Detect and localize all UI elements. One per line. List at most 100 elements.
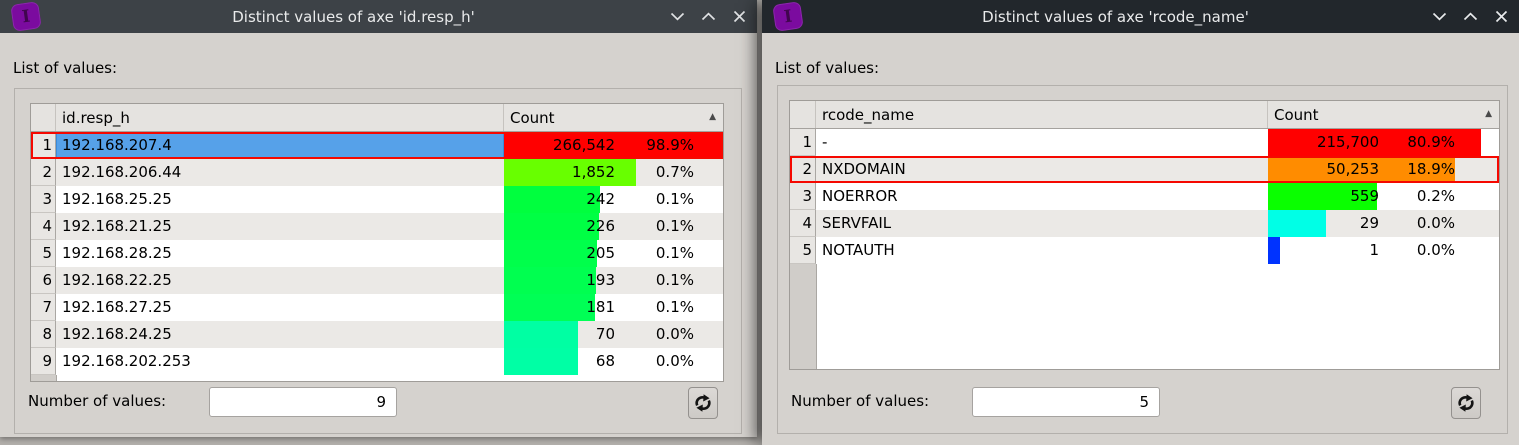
count-bar (504, 267, 597, 294)
header-gutter (790, 101, 816, 128)
close-button[interactable] (1493, 8, 1510, 25)
refresh-icon (695, 394, 711, 412)
chevron-down-icon (670, 12, 685, 21)
number-of-values-label: Number of values: (791, 392, 930, 410)
row-value: 192.168.22.25 (56, 267, 504, 294)
row-value: 192.168.206.44 (56, 159, 504, 186)
titlebar[interactable]: I Distinct values of axe 'id.resp_h' (0, 0, 757, 33)
app-icon[interactable]: I (10, 1, 42, 32)
table-row[interactable]: 5 NOTAUTH 1 0.0% (790, 237, 1499, 264)
values-frame: rcode_name Count ▲ 1 - 215,700 80.9% 2 NXDOMAI… (777, 85, 1508, 434)
app-icon-glyph: I (20, 6, 32, 27)
count-value: 29 (1359, 214, 1379, 232)
count-value: 1 (1369, 241, 1379, 259)
titlebar[interactable]: I Distinct values of axe 'rcode_name' (762, 0, 1519, 33)
maximize-button[interactable] (1462, 8, 1479, 25)
row-index: 1 (31, 132, 56, 159)
percent-value: 80.9% (1407, 133, 1455, 151)
table-header: rcode_name Count ▲ (790, 101, 1499, 129)
count-bar (504, 294, 596, 321)
window-controls (1431, 0, 1510, 33)
row-index: 5 (790, 237, 816, 264)
count-value: 50,253 (1326, 160, 1380, 178)
percent-value: 0.1% (655, 244, 694, 262)
table-body: 1 192.168.207.4 266,542 98.9% 2 192.168.206.4… (31, 132, 723, 375)
app-icon[interactable]: I (772, 1, 804, 32)
table-row[interactable]: 8 192.168.24.25 70 0.0% (31, 321, 723, 348)
count-cell: 70 0.0% (504, 321, 723, 348)
number-of-values-input[interactable] (972, 387, 1160, 417)
header-count-column[interactable]: Count ▲ (504, 104, 723, 131)
close-button[interactable] (731, 8, 748, 25)
window-title: Distinct values of axe 'id.resp_h' (232, 7, 475, 26)
list-of-values-label: List of values: (13, 59, 118, 77)
count-bar (1268, 183, 1378, 210)
row-value: SERVFAIL (816, 210, 1268, 237)
count-value: 68 (595, 352, 615, 370)
count-value: 70 (595, 325, 615, 343)
minimize-button[interactable] (1431, 8, 1448, 25)
refresh-button[interactable] (688, 387, 718, 419)
percent-value: 0.0% (1416, 214, 1455, 232)
table-row[interactable]: 6 192.168.22.25 193 0.1% (31, 267, 723, 294)
row-index: 4 (790, 210, 816, 237)
percent-value: 0.2% (1416, 187, 1455, 205)
header-count-column[interactable]: Count ▲ (1268, 101, 1499, 128)
count-value: 205 (586, 244, 615, 262)
percent-value: 0.1% (655, 271, 694, 289)
count-cell: 559 0.2% (1268, 183, 1499, 210)
row-value: 192.168.25.25 (56, 186, 504, 213)
table-row[interactable]: 4 SERVFAIL 29 0.0% (790, 210, 1499, 237)
window-controls (669, 0, 748, 33)
table-row[interactable]: 9 192.168.202.253 68 0.0% (31, 348, 723, 375)
values-frame: id.resp_h Count ▲ 1 192.168.207.4 266,542 98… (14, 88, 742, 434)
table-row[interactable]: 4 192.168.21.25 226 0.1% (31, 213, 723, 240)
row-index: 7 (31, 294, 56, 321)
row-value: NOTAUTH (816, 237, 1268, 264)
count-value: 1,852 (572, 163, 615, 181)
window-title: Distinct values of axe 'rcode_name' (982, 7, 1249, 26)
row-index: 9 (31, 348, 56, 375)
count-cell: 226 0.1% (504, 213, 723, 240)
row-value: 192.168.27.25 (56, 294, 504, 321)
percent-value: 0.1% (655, 190, 694, 208)
table-row[interactable]: 2 NXDOMAIN 50,253 18.9% (790, 156, 1499, 183)
count-value: 215,700 (1316, 133, 1379, 151)
row-index: 6 (31, 267, 56, 294)
count-cell: 193 0.1% (504, 267, 723, 294)
table-row[interactable]: 1- 215,700 80.9% (790, 129, 1499, 156)
count-cell: 1 0.0% (1268, 237, 1499, 264)
header-value-column[interactable]: id.resp_h (56, 104, 504, 131)
close-icon (1495, 10, 1508, 23)
percent-value: 0.7% (655, 163, 694, 181)
row-value: NOERROR (816, 183, 1268, 210)
count-cell: 68 0.0% (504, 348, 723, 375)
count-cell: 181 0.1% (504, 294, 723, 321)
maximize-button[interactable] (700, 8, 717, 25)
refresh-button[interactable] (1451, 387, 1481, 419)
header-value-column[interactable]: rcode_name (816, 101, 1268, 128)
row-value: 192.168.202.253 (56, 348, 504, 375)
number-of-values-label: Number of values: (28, 392, 167, 410)
table-row[interactable]: 7 192.168.27.25 181 0.1% (31, 294, 723, 321)
count-value: 266,542 (552, 136, 615, 154)
count-bar (504, 240, 598, 267)
table-row[interactable]: 2 192.168.206.44 1,852 0.7% (31, 159, 723, 186)
table-row[interactable]: 3 NOERROR 559 0.2% (790, 183, 1499, 210)
count-bar (504, 321, 579, 348)
count-bar (1268, 210, 1327, 237)
count-bar (1268, 156, 1456, 183)
row-value: - (816, 129, 1268, 156)
table-row[interactable]: 3 192.168.25.25 242 0.1% (31, 186, 723, 213)
count-value: 242 (586, 190, 615, 208)
minimize-button[interactable] (669, 8, 686, 25)
count-cell: 29 0.0% (1268, 210, 1499, 237)
number-of-values-input[interactable] (209, 387, 397, 417)
chevron-up-icon (701, 12, 716, 21)
percent-value: 0.1% (655, 217, 694, 235)
count-bar (504, 348, 579, 375)
table-row[interactable]: 1 192.168.207.4 266,542 98.9% (31, 132, 723, 159)
row-index: 2 (31, 159, 56, 186)
table-row[interactable]: 5 192.168.28.25 205 0.1% (31, 240, 723, 267)
header-count-label: Count (1274, 105, 1319, 124)
